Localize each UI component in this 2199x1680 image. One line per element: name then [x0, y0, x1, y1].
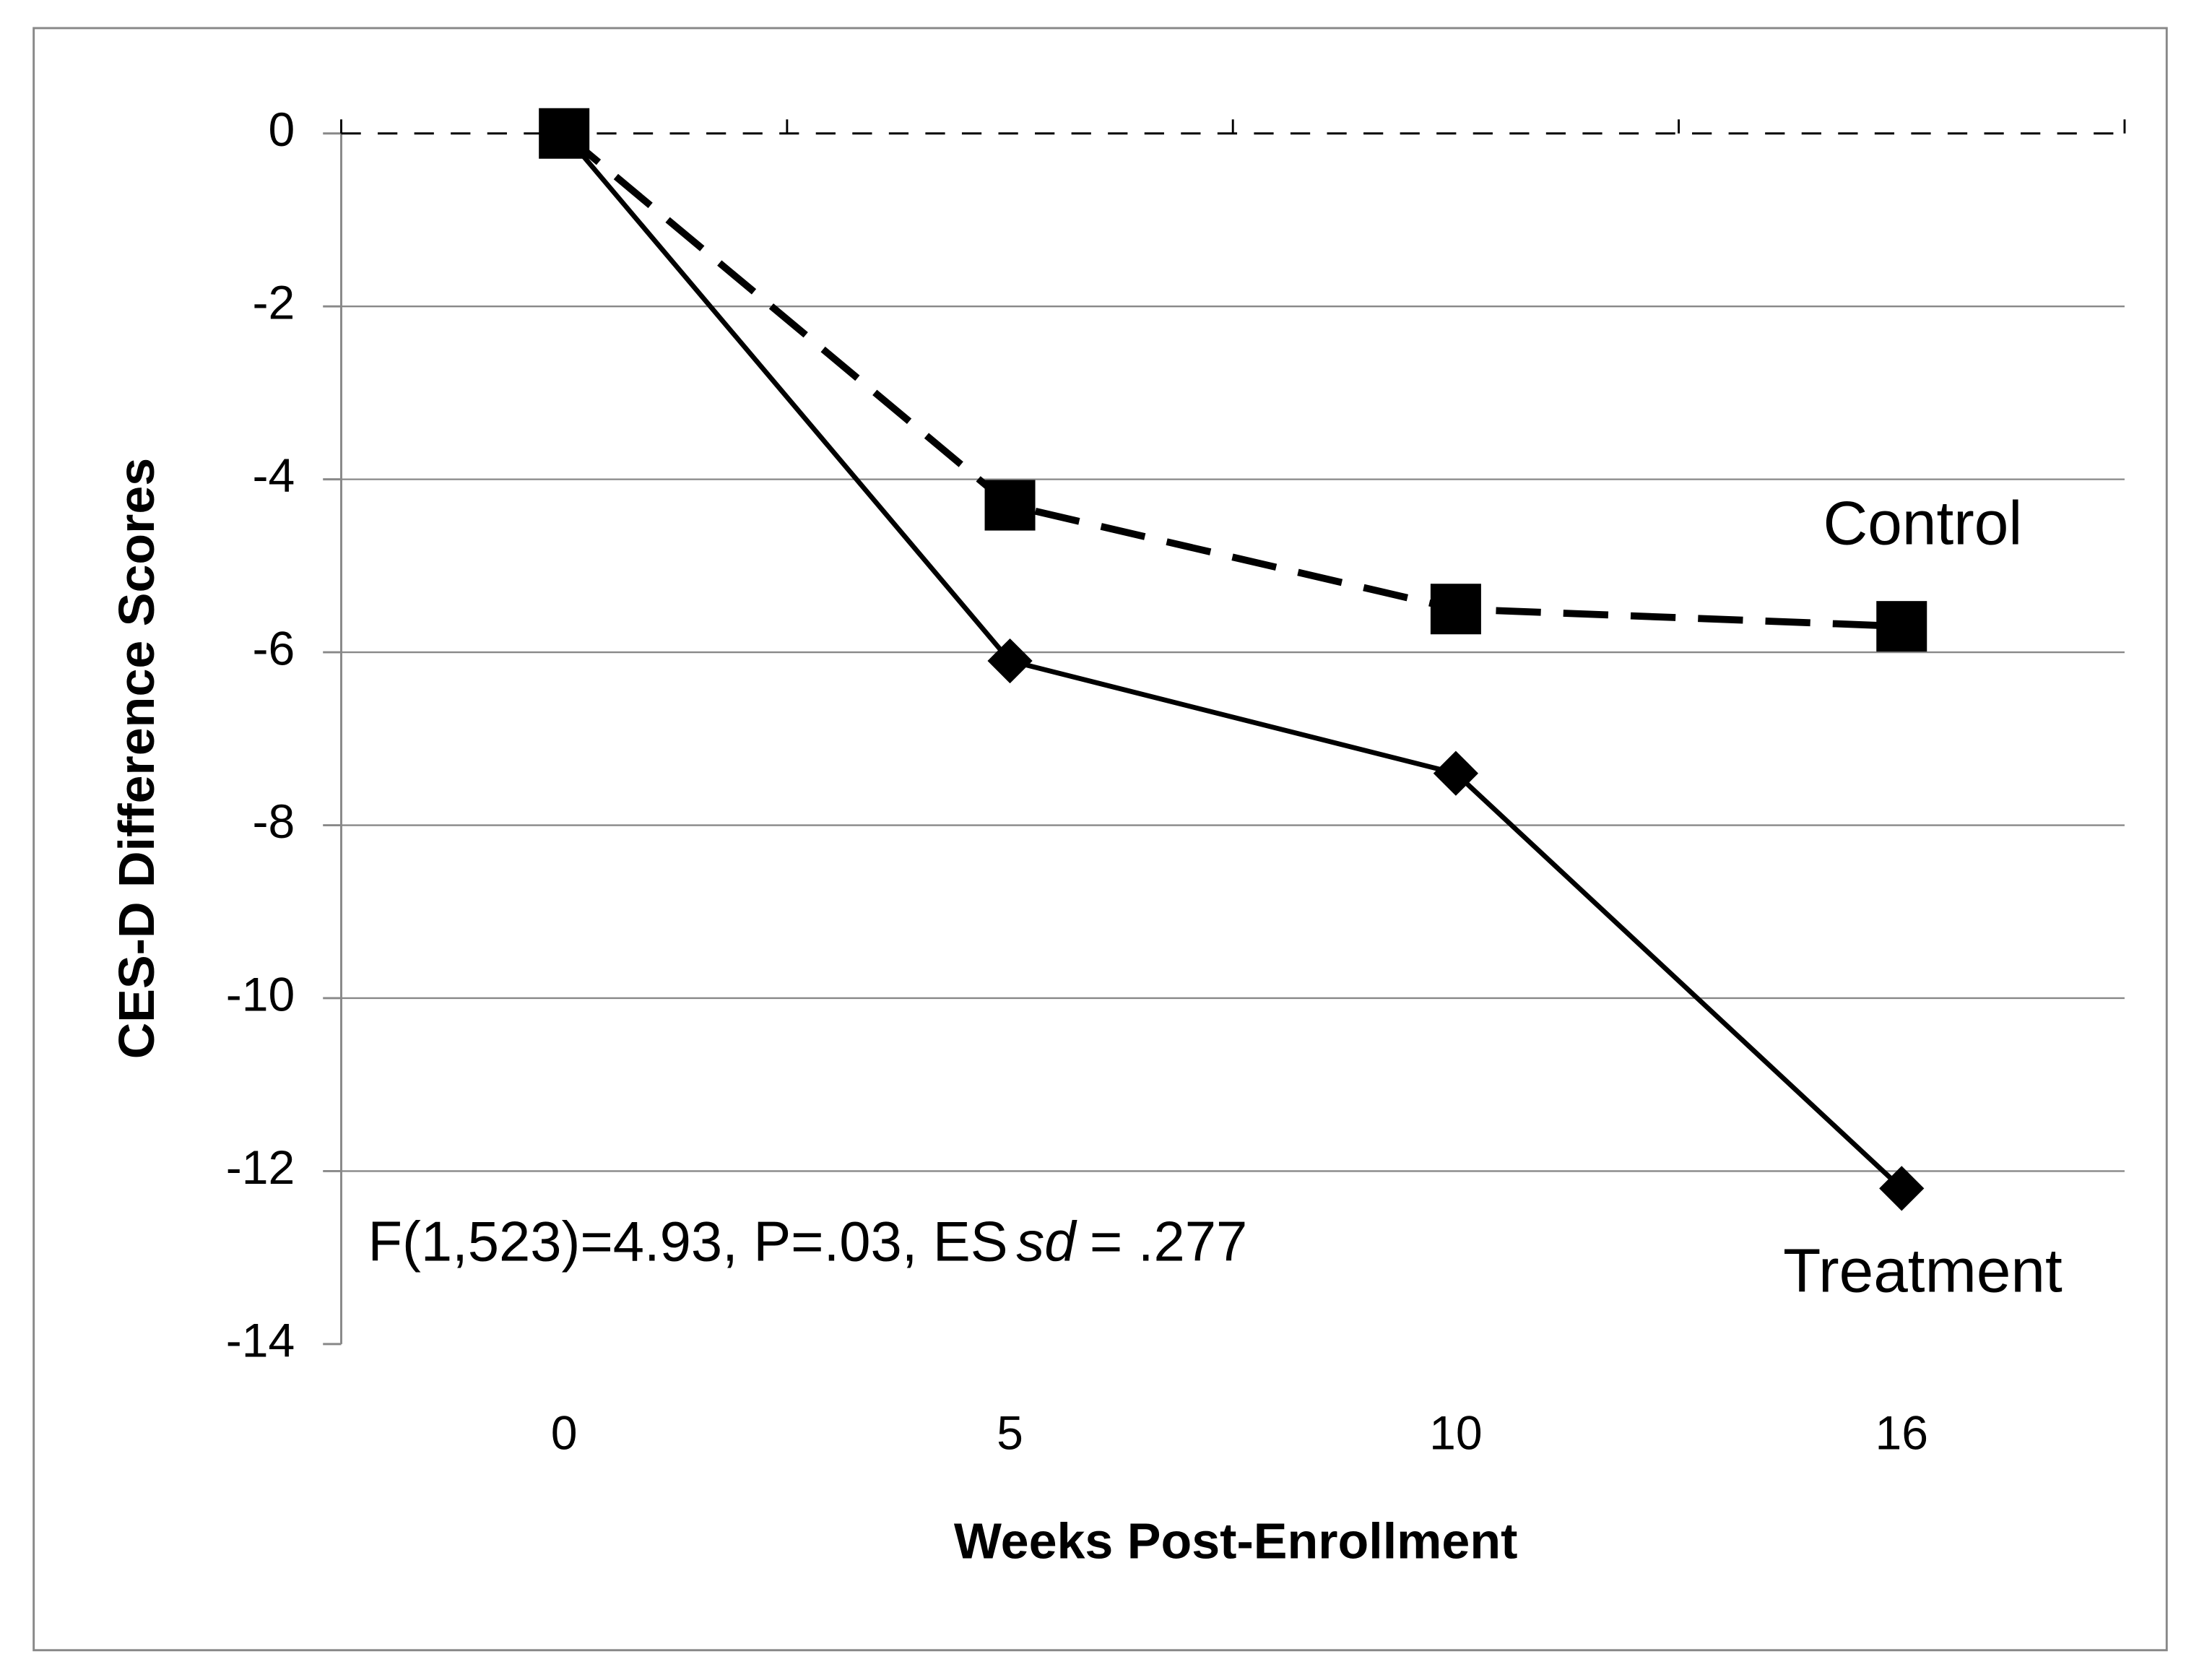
annotation-text: F(1,523)=4.93, P=.03, ES [368, 1211, 1007, 1273]
y-tick-label: -8 [253, 795, 295, 849]
y-tick-label: 0 [269, 103, 295, 157]
y-tick-label: -10 [226, 968, 295, 1021]
marker-square [1430, 584, 1481, 635]
x-tick-label: 10 [1429, 1407, 1483, 1460]
frame [32, 27, 2168, 1652]
y-tick-label: -4 [253, 449, 295, 503]
series-label: Treatment [1783, 1237, 2063, 1306]
marker-diamond [1433, 750, 1479, 796]
series-line [562, 131, 1904, 1190]
series-line [562, 131, 1902, 631]
marker-square [1876, 601, 1927, 652]
x-axis-title: Weeks Post-Enrollment [954, 1512, 1518, 1569]
series-label: Control [1823, 490, 2023, 558]
marker-square [984, 480, 1036, 531]
x-tick-label: 16 [1875, 1407, 1928, 1460]
x-tick-label: 0 [551, 1407, 578, 1460]
annotation: F(1,523)=4.93, P=.03, ES sd = .277 [368, 1211, 1247, 1273]
annotation-text: = .277 [1090, 1211, 1247, 1273]
marker-diamond [1879, 1166, 1925, 1211]
y-tick-label: -2 [253, 277, 295, 330]
y-axis-title: CES-D Difference Scores [108, 458, 165, 1060]
x-tick-label: 5 [997, 1407, 1023, 1460]
y-tick-label: -12 [226, 1141, 295, 1195]
y-tick-label: -6 [253, 623, 295, 676]
annotation-italic: sd [1016, 1211, 1077, 1273]
y-tick-label: -14 [226, 1314, 295, 1367]
